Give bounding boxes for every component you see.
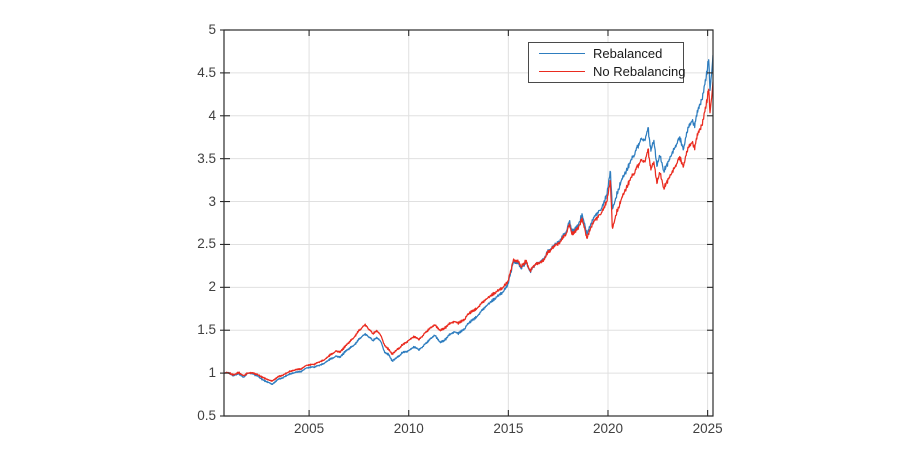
y-tick-label: 4	[208, 107, 216, 123]
y-tick-label: 3	[208, 193, 216, 209]
series-line-no-rebalancing	[224, 81, 713, 382]
rebalanced-line-swatch	[539, 53, 585, 55]
y-tick-label: 1	[208, 365, 216, 381]
y-tick-label: 1.5	[197, 322, 216, 338]
x-tick-label: 2005	[294, 421, 325, 436]
y-tick-label: 5	[208, 22, 216, 37]
legend: Rebalanced No Rebalancing	[528, 42, 686, 83]
legend-label-rebalanced: Rebalanced	[593, 46, 663, 62]
legend-label-no-rebalancing: No Rebalancing	[593, 63, 686, 79]
x-tick-label: 2020	[592, 421, 623, 436]
axes-frame	[223, 29, 714, 417]
x-tick-label: 2025	[692, 421, 723, 436]
legend-item-no-rebalancing[interactable]: No Rebalancing	[529, 63, 686, 80]
y-tick-label: 3.5	[197, 150, 216, 166]
y-tick-label: 4.5	[197, 64, 216, 80]
y-tick-label: 2.5	[197, 236, 216, 252]
series-line-rebalanced	[224, 54, 713, 386]
x-tick-label: 2015	[493, 421, 524, 436]
series-group	[224, 54, 713, 386]
no-rebalancing-line-swatch	[539, 70, 585, 72]
y-tick-label: 0.5	[197, 408, 216, 423]
y-tick-label: 2	[208, 279, 216, 295]
legend-item-rebalanced[interactable]: Rebalanced	[529, 45, 683, 62]
x-tick-label: 2010	[393, 421, 424, 436]
